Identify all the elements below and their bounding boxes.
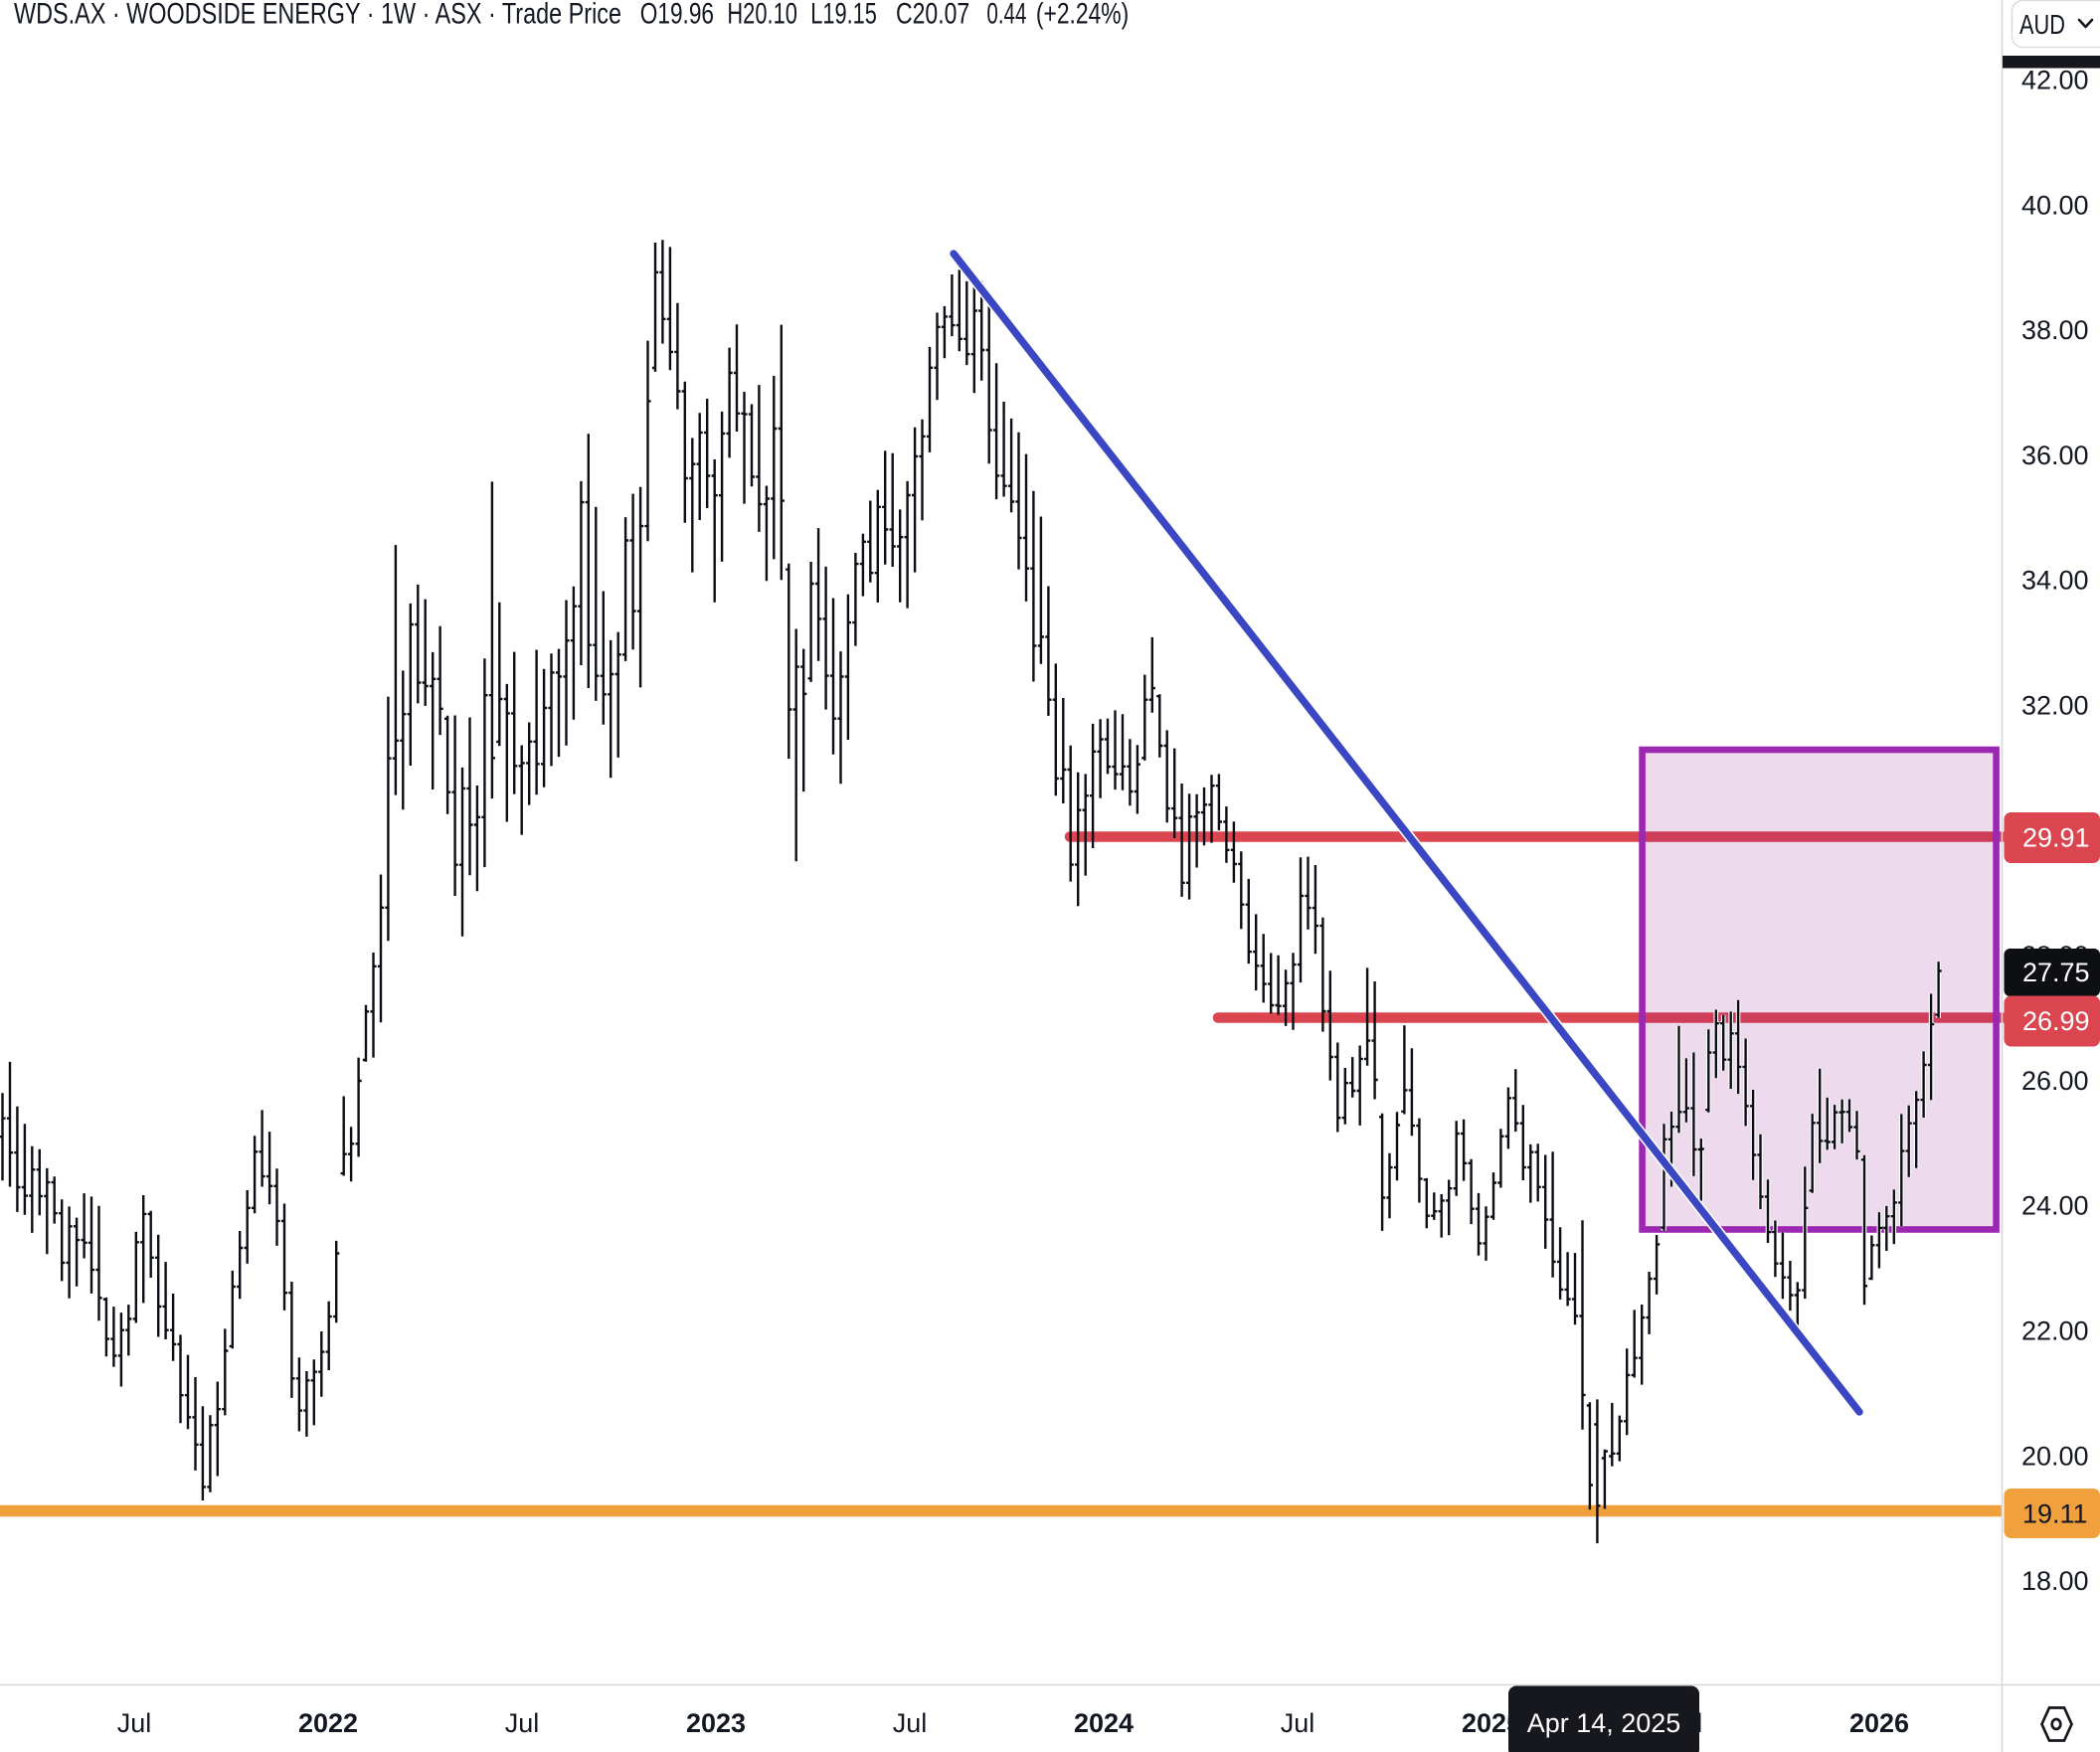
svg-text:38.00: 38.00	[2021, 315, 2089, 345]
svg-text:Jul: Jul	[505, 1708, 540, 1738]
svg-text:2022: 2022	[298, 1708, 358, 1738]
svg-text:20.00: 20.00	[2021, 1441, 2089, 1471]
svg-text:H20.10: H20.10	[727, 0, 797, 31]
svg-text:Jul: Jul	[1281, 1708, 1315, 1738]
svg-text:2023: 2023	[686, 1708, 746, 1738]
svg-text:O19.96: O19.96	[640, 0, 714, 31]
svg-text:Jul: Jul	[117, 1708, 152, 1738]
svg-text:29.91: 29.91	[2022, 823, 2090, 853]
svg-text:36.00: 36.00	[2021, 440, 2089, 470]
svg-text:22.00: 22.00	[2021, 1316, 2089, 1346]
svg-text:(+2.24%): (+2.24%)	[1036, 0, 1129, 31]
svg-text:0.44: 0.44	[986, 0, 1026, 31]
svg-text:26.00: 26.00	[2021, 1066, 2089, 1096]
svg-text:18.00: 18.00	[2021, 1566, 2089, 1596]
svg-text:WDS.AX · WOODSIDE ENERGY · 1W: WDS.AX · WOODSIDE ENERGY · 1W · ASX · Tr…	[14, 0, 621, 31]
svg-text:32.00: 32.00	[2021, 691, 2089, 721]
svg-text:40.00: 40.00	[2021, 190, 2089, 220]
svg-text:AUD: AUD	[2019, 9, 2065, 40]
svg-text:27.75: 27.75	[2022, 958, 2090, 987]
svg-text:C20.07: C20.07	[896, 0, 969, 31]
svg-text:34.00: 34.00	[2021, 566, 2089, 596]
svg-text:24.00: 24.00	[2021, 1191, 2089, 1221]
svg-text:42.00: 42.00	[2021, 66, 2089, 95]
svg-text:2026: 2026	[1849, 1708, 1909, 1738]
svg-text:Apr 14, 2025: Apr 14, 2025	[1527, 1708, 1681, 1738]
svg-text:2024: 2024	[1074, 1708, 1134, 1738]
svg-text:26.99: 26.99	[2022, 1006, 2090, 1036]
svg-text:L19.15: L19.15	[810, 0, 877, 31]
svg-text:19.11: 19.11	[2022, 1499, 2088, 1529]
svg-text:Jul: Jul	[893, 1708, 928, 1738]
